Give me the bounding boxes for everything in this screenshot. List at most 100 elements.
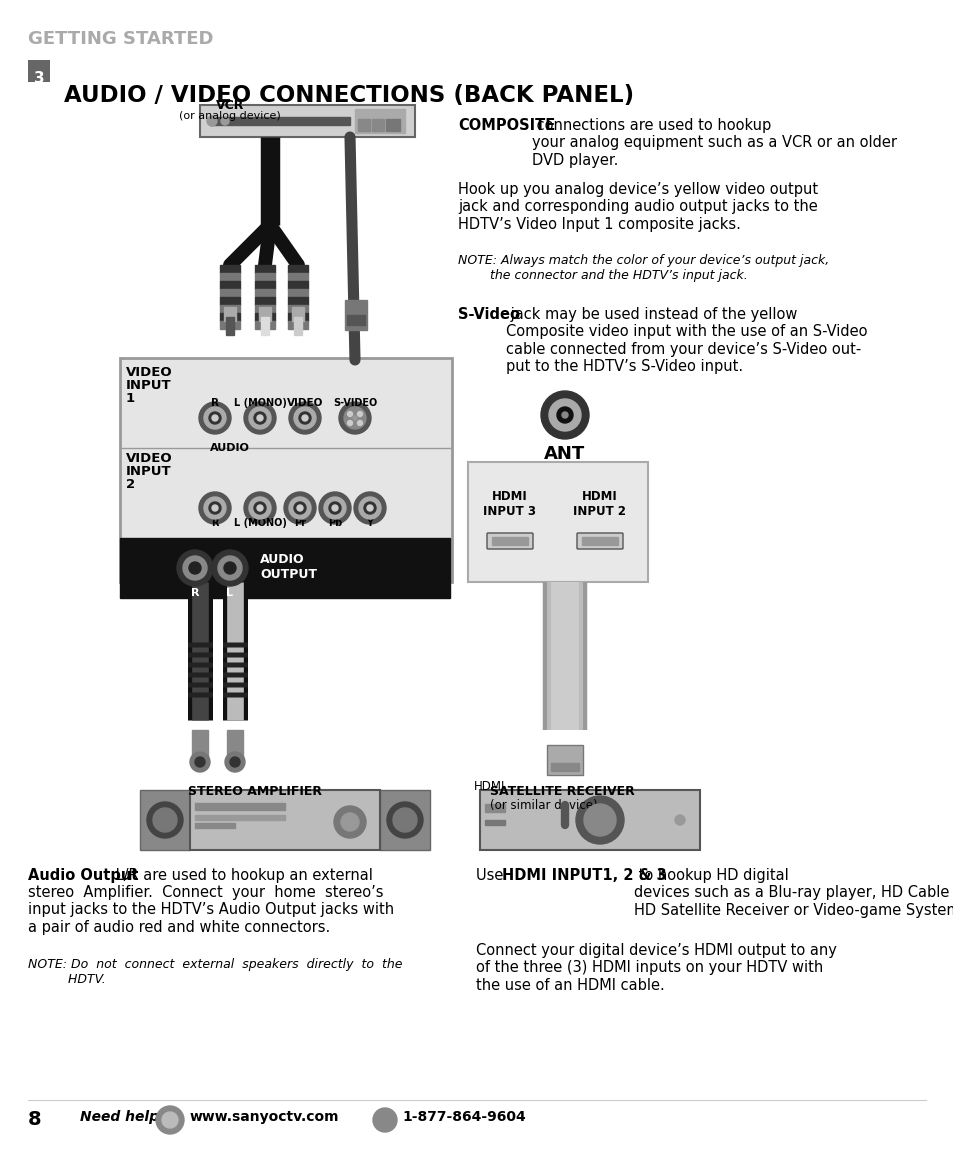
Circle shape xyxy=(357,421,362,425)
Circle shape xyxy=(347,421,352,425)
Bar xyxy=(294,318,302,335)
Text: (or analog device): (or analog device) xyxy=(179,111,280,121)
Circle shape xyxy=(284,493,315,524)
Text: Audio Output: Audio Output xyxy=(28,868,138,883)
Bar xyxy=(288,297,308,305)
Circle shape xyxy=(212,551,248,586)
Circle shape xyxy=(212,505,218,511)
Bar xyxy=(220,321,240,329)
Circle shape xyxy=(225,752,245,772)
Bar xyxy=(210,117,350,125)
Circle shape xyxy=(230,757,240,767)
FancyBboxPatch shape xyxy=(190,790,379,850)
Circle shape xyxy=(249,497,271,519)
Bar xyxy=(220,305,240,313)
Bar xyxy=(226,318,233,335)
Circle shape xyxy=(256,415,263,421)
Text: GETTING STARTED: GETTING STARTED xyxy=(28,30,213,48)
Text: L: L xyxy=(226,588,233,598)
Text: Y: Y xyxy=(366,518,374,529)
FancyBboxPatch shape xyxy=(546,745,582,775)
Circle shape xyxy=(162,1111,178,1128)
Circle shape xyxy=(332,505,337,511)
Text: L/R are used to hookup an external: L/R are used to hookup an external xyxy=(111,868,373,883)
Bar xyxy=(220,297,240,305)
Circle shape xyxy=(199,402,231,433)
Text: Use: Use xyxy=(476,868,507,883)
Text: connections are used to hookup
your analog equipment such as a VCR or an older
D: connections are used to hookup your anal… xyxy=(532,118,896,168)
Bar xyxy=(484,821,504,825)
Text: VCR: VCR xyxy=(215,99,244,112)
Bar xyxy=(254,305,274,313)
Circle shape xyxy=(207,116,216,126)
Bar xyxy=(28,60,50,82)
Circle shape xyxy=(302,415,308,421)
Bar xyxy=(355,109,405,133)
Bar xyxy=(492,537,527,545)
Circle shape xyxy=(152,808,177,832)
Bar xyxy=(288,289,308,297)
Circle shape xyxy=(340,812,358,831)
Circle shape xyxy=(393,808,416,832)
Circle shape xyxy=(147,802,183,838)
Bar xyxy=(345,300,367,330)
FancyBboxPatch shape xyxy=(577,533,622,549)
Circle shape xyxy=(318,493,351,524)
Text: ANT: ANT xyxy=(544,445,585,462)
Bar xyxy=(194,823,234,828)
Circle shape xyxy=(289,497,311,519)
Text: HDMI
INPUT 3: HDMI INPUT 3 xyxy=(483,490,536,518)
Text: VIDEO: VIDEO xyxy=(287,398,323,408)
Circle shape xyxy=(256,505,263,511)
Bar xyxy=(372,119,384,131)
Circle shape xyxy=(156,1106,184,1134)
Circle shape xyxy=(357,411,362,416)
Circle shape xyxy=(353,416,356,420)
Circle shape xyxy=(675,815,684,825)
Circle shape xyxy=(244,402,275,433)
Text: NOTE: Do  not  connect  external  speakers  directly  to  the
          HDTV.: NOTE: Do not connect external speakers d… xyxy=(28,958,402,986)
Bar xyxy=(220,280,240,289)
Text: AUDIO
OUTPUT: AUDIO OUTPUT xyxy=(260,553,316,581)
Circle shape xyxy=(373,1108,396,1132)
Bar xyxy=(386,119,399,131)
Circle shape xyxy=(289,402,320,433)
Text: S-Video: S-Video xyxy=(457,307,519,322)
Text: 3: 3 xyxy=(33,71,44,86)
Circle shape xyxy=(296,505,303,511)
Circle shape xyxy=(344,407,366,429)
FancyBboxPatch shape xyxy=(379,790,430,850)
Text: STEREO AMPLIFIER: STEREO AMPLIFIER xyxy=(188,785,322,799)
Circle shape xyxy=(557,407,573,423)
Text: www.sanyoctv.com: www.sanyoctv.com xyxy=(190,1110,339,1124)
Bar xyxy=(227,730,243,760)
Text: Pb: Pb xyxy=(328,518,342,529)
Circle shape xyxy=(190,752,210,772)
Circle shape xyxy=(338,402,371,433)
Text: VIDEO
INPUT
2: VIDEO INPUT 2 xyxy=(126,452,172,491)
Text: Pr: Pr xyxy=(294,518,306,529)
Circle shape xyxy=(329,502,340,513)
Bar xyxy=(254,280,274,289)
Circle shape xyxy=(294,407,315,429)
Bar xyxy=(288,280,308,289)
Circle shape xyxy=(218,556,242,580)
Circle shape xyxy=(548,399,580,431)
Circle shape xyxy=(540,391,588,439)
Bar xyxy=(288,321,308,329)
Bar xyxy=(581,537,618,545)
Bar xyxy=(551,763,578,771)
Bar xyxy=(288,305,308,313)
Bar xyxy=(220,265,240,274)
Circle shape xyxy=(253,411,266,424)
Bar xyxy=(288,313,308,321)
Text: SATELLITE RECEIVER: SATELLITE RECEIVER xyxy=(490,785,634,799)
Text: HDMI: HDMI xyxy=(473,780,504,793)
Circle shape xyxy=(294,502,306,513)
FancyBboxPatch shape xyxy=(120,358,452,582)
Circle shape xyxy=(199,493,231,524)
Circle shape xyxy=(189,562,201,574)
Circle shape xyxy=(358,497,380,519)
Bar xyxy=(224,307,235,321)
Circle shape xyxy=(209,502,221,513)
